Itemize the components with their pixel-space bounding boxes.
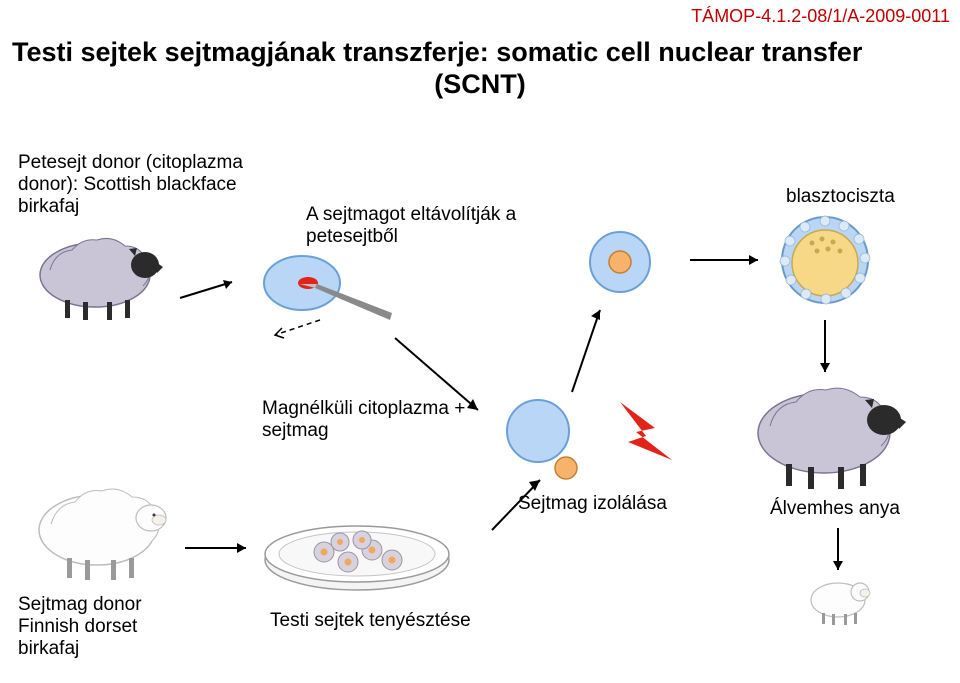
arrow-icon bbox=[572, 310, 600, 392]
arrow-icon bbox=[492, 480, 540, 530]
fusion-cell-icon bbox=[507, 400, 569, 462]
lightning-icon bbox=[620, 402, 672, 460]
arrow-icon bbox=[820, 320, 830, 372]
sheep-blackface-icon bbox=[40, 238, 163, 320]
petri-dish-icon bbox=[265, 526, 449, 590]
sheep-surrogate-icon bbox=[758, 388, 906, 489]
enucleated-cell-icon bbox=[590, 232, 650, 292]
sheep-dorset-icon bbox=[39, 489, 166, 580]
blastocyst-icon bbox=[780, 216, 870, 304]
egg-enucleation-icon bbox=[264, 256, 392, 320]
arrow-icon bbox=[833, 528, 843, 570]
diagram-stage: TÁMOP-4.1.2-08/1/A-2009-0011 Testi sejte… bbox=[0, 0, 960, 683]
diagram-svg bbox=[0, 0, 960, 683]
nucleus-icon bbox=[555, 457, 577, 479]
arrow-icon bbox=[185, 543, 246, 553]
arrow-icon bbox=[395, 338, 478, 410]
dashed-arrow-icon bbox=[275, 320, 320, 338]
arrow-icon bbox=[180, 280, 232, 298]
arrow-icon bbox=[690, 255, 758, 265]
lamb-icon bbox=[811, 583, 870, 625]
